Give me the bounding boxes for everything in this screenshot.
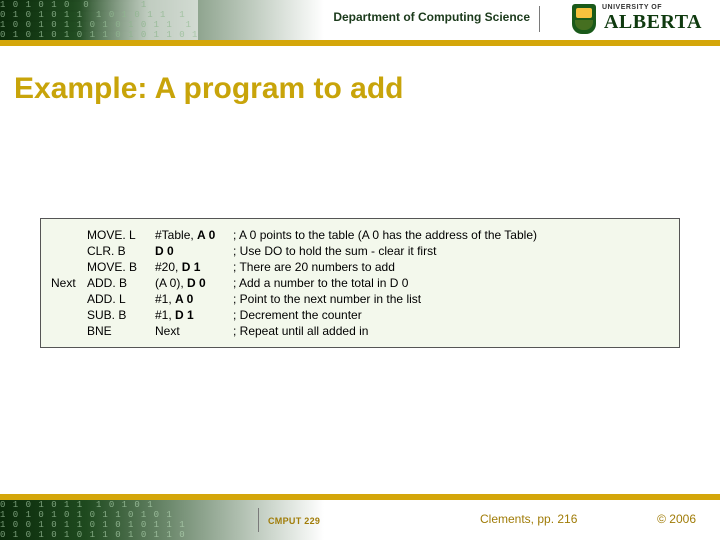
code-opcode: BNE	[87, 323, 155, 339]
university-logo: UNIVERSITY OF ALBERTA	[572, 4, 702, 34]
code-opcode: CLR. B	[87, 243, 155, 259]
code-operand: #20, D 1	[155, 259, 233, 275]
code-row: BNENext; Repeat until all added in	[51, 323, 537, 339]
code-operand-register: D 1	[182, 260, 201, 274]
code-operand: #Table, A 0	[155, 227, 233, 243]
code-comment: ; Decrement the counter	[233, 307, 537, 323]
code-operand-register: A 0	[175, 292, 193, 306]
footer-separator	[258, 508, 259, 532]
code-comment: ; There are 20 numbers to add	[233, 259, 537, 275]
code-comment: ; Point to the next number in the list	[233, 291, 537, 307]
code-listing: MOVE. L#Table, A 0 ; A 0 points to the t…	[40, 218, 680, 348]
code-label	[51, 307, 87, 323]
code-row: ADD. L#1, A 0; Point to the next number …	[51, 291, 537, 307]
code-row: SUB. B#1, D 1; Decrement the counter	[51, 307, 537, 323]
code-operand-register: A 0	[197, 228, 215, 242]
code-row: CLR. BD 0 ; Use DO to hold the sum - clea…	[51, 243, 537, 259]
code-comment: ; A 0 points to the table (A 0 has the a…	[233, 227, 537, 243]
code-operand-register: D 0	[187, 276, 206, 290]
code-operand: #1, D 1	[155, 307, 233, 323]
code-operand: (A 0), D 0	[155, 275, 233, 291]
footer-binary-art: 0 1 0 1 0 1 1 1 0 1 0 1 1 0 1 0 1 0 1 0 …	[0, 500, 186, 540]
code-comment: ; Repeat until all added in	[233, 323, 537, 339]
code-row: MOVE. L#Table, A 0 ; A 0 points to the t…	[51, 227, 537, 243]
header-gold-bar	[0, 40, 720, 46]
code-label	[51, 227, 87, 243]
code-operand-register: D 0	[155, 244, 174, 258]
code-table: MOVE. L#Table, A 0 ; A 0 points to the t…	[51, 227, 537, 339]
university-prefix: UNIVERSITY OF	[602, 4, 702, 11]
reference-text: Clements, pp. 216	[480, 512, 577, 526]
code-label	[51, 259, 87, 275]
copyright-text: © 2006	[657, 512, 696, 526]
code-label	[51, 243, 87, 259]
code-operand-register: D 1	[175, 308, 194, 322]
code-operand: Next	[155, 323, 233, 339]
code-row: MOVE. B#20, D 1; There are 20 numbers to…	[51, 259, 537, 275]
footer-strip: 0 1 0 1 0 1 1 1 0 1 0 1 1 0 1 0 1 0 1 0 …	[0, 500, 720, 540]
header-separator	[539, 6, 540, 32]
department-label: Department of Computing Science	[333, 10, 530, 24]
slide-title: Example: A program to add	[14, 72, 404, 106]
code-label	[51, 323, 87, 339]
code-opcode: ADD. L	[87, 291, 155, 307]
code-opcode: ADD. B	[87, 275, 155, 291]
slide: 1 0 1 0 1 0 0 1 0 1 0 1 0 1 1 1 0 1 0 1 …	[0, 0, 720, 540]
shield-icon	[572, 4, 596, 34]
code-operand: #1, A 0	[155, 291, 233, 307]
header-binary-art: 1 0 1 0 1 0 0 1 0 1 0 1 0 1 1 1 0 1 0 1 …	[0, 0, 198, 40]
course-code: CMPUT 229	[268, 516, 320, 526]
code-comment: ; Add a number to the total in D 0	[233, 275, 537, 291]
code-label: Next	[51, 275, 87, 291]
university-name: ALBERTA	[604, 11, 702, 34]
code-label	[51, 291, 87, 307]
code-opcode: MOVE. L	[87, 227, 155, 243]
code-row: NextADD. B(A 0), D 0; Add a number to th…	[51, 275, 537, 291]
code-comment: ; Use DO to hold the sum - clear it firs…	[233, 243, 537, 259]
code-operand: D 0	[155, 243, 233, 259]
university-wordmark: UNIVERSITY OF ALBERTA	[602, 4, 702, 34]
code-opcode: SUB. B	[87, 307, 155, 323]
code-opcode: MOVE. B	[87, 259, 155, 275]
